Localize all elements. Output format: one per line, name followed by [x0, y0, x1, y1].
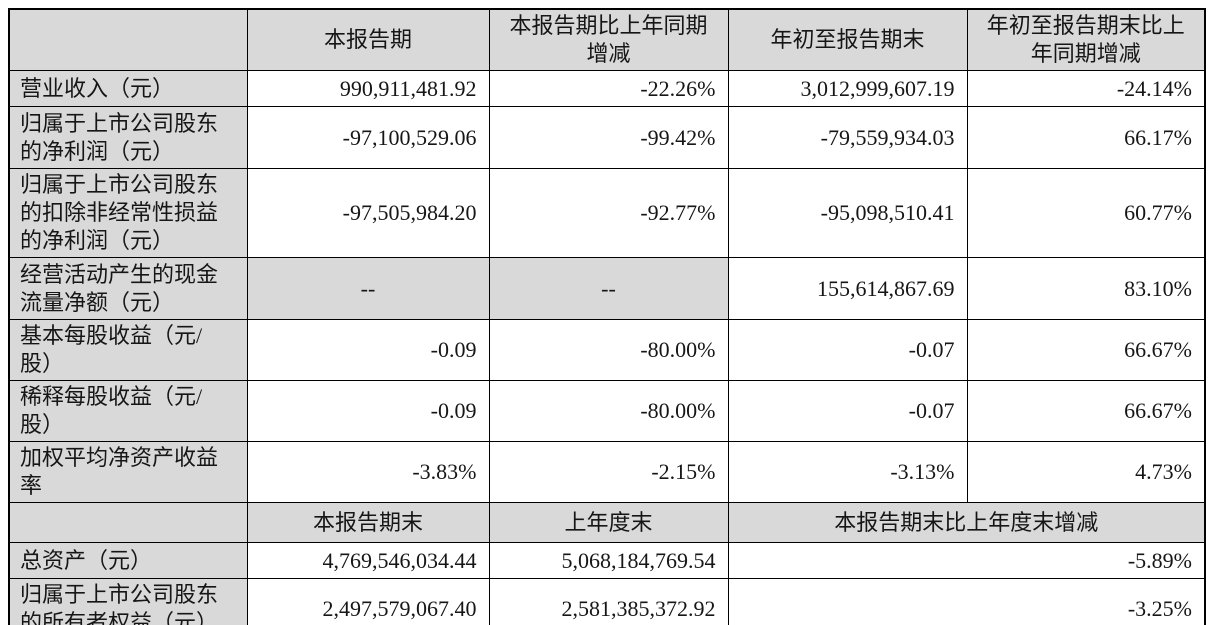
- value-cell: -95,098,510.41: [727, 168, 968, 258]
- value-cell: -3.13%: [727, 441, 968, 503]
- value-cell: -2.15%: [488, 441, 729, 503]
- value-cell: 990,911,481.92: [246, 70, 490, 107]
- value-cell: 3,012,999,607.19: [727, 70, 968, 107]
- row-label: 归属于上市公司股东的净利润（元）: [8, 106, 248, 169]
- header-current-period: 本报告期: [246, 8, 490, 71]
- table-row-total-assets: 总资产（元） 4,769,546,034.44 5,068,184,769.54…: [8, 542, 1206, 579]
- row-label: 营业收入（元）: [8, 70, 248, 107]
- value-cell: -97,505,984.20: [246, 168, 490, 258]
- value-cell: -0.09: [246, 380, 490, 442]
- value-cell: 83.10%: [966, 257, 1206, 320]
- value-cell: -3.83%: [246, 441, 490, 503]
- value-cell: 2,497,579,067.40: [246, 578, 490, 625]
- row-label: 总资产（元）: [8, 542, 248, 579]
- header-ytd-vs-prior-period: 年初至报告期末比上年同期增减: [966, 8, 1206, 71]
- table-row-basic-eps: 基本每股收益（元/股） -0.09 -80.00% -0.07 66.67%: [8, 319, 1206, 381]
- value-cell: -99.42%: [488, 106, 729, 169]
- value-cell: 5,068,184,769.54: [488, 542, 729, 579]
- value-cell: 2,581,385,372.92: [488, 578, 729, 625]
- table-row-weighted-avg-roe: 加权平均净资产收益率 -3.83% -2.15% -3.13% 4.73%: [8, 441, 1206, 503]
- value-cell: -24.14%: [966, 70, 1206, 107]
- value-cell: 155,614,867.69: [727, 257, 968, 320]
- header-current-vs-prior-period: 本报告期比上年同期增减: [488, 8, 729, 71]
- header-end-of-prior-year: 上年度末: [488, 502, 729, 543]
- value-cell-na: --: [488, 257, 729, 320]
- table-row-net-profit: 归属于上市公司股东的净利润（元） -97,100,529.06 -99.42% …: [8, 106, 1206, 169]
- corner-cell: [8, 8, 248, 71]
- value-cell: -5.89%: [727, 542, 1206, 579]
- header-end-of-period: 本报告期末: [246, 502, 490, 543]
- section1-header-row: 本报告期 本报告期比上年同期增减 年初至报告期末 年初至报告期末比上年同期增减: [8, 8, 1206, 71]
- value-cell: -0.07: [727, 380, 968, 442]
- value-cell: -79,559,934.03: [727, 106, 968, 169]
- row-label: 稀释每股收益（元/股）: [8, 380, 248, 442]
- value-cell: 66.67%: [966, 380, 1206, 442]
- value-cell: -0.09: [246, 319, 490, 381]
- header-period-end-vs-prior-year-end: 本报告期末比上年度末增减: [727, 502, 1206, 543]
- value-cell: -3.25%: [727, 578, 1206, 625]
- value-cell-na: --: [246, 257, 490, 320]
- value-cell: -22.26%: [488, 70, 729, 107]
- row-label: 加权平均净资产收益率: [8, 441, 248, 503]
- value-cell: -80.00%: [488, 380, 729, 442]
- table-row-net-profit-excl-nonrecurring: 归属于上市公司股东的扣除非经常性损益的净利润（元） -97,505,984.20…: [8, 168, 1206, 258]
- value-cell: -80.00%: [488, 319, 729, 381]
- value-cell: -0.07: [727, 319, 968, 381]
- value-cell: 4.73%: [966, 441, 1206, 503]
- table-row-diluted-eps: 稀释每股收益（元/股） -0.09 -80.00% -0.07 66.67%: [8, 380, 1206, 442]
- table-row-owners-equity: 归属于上市公司股东的所有者权益（元） 2,497,579,067.40 2,58…: [8, 578, 1206, 625]
- table-row-revenue: 营业收入（元） 990,911,481.92 -22.26% 3,012,999…: [8, 70, 1206, 107]
- header-year-to-date: 年初至报告期末: [727, 8, 968, 71]
- value-cell: 66.67%: [966, 319, 1206, 381]
- financial-summary-table: 本报告期 本报告期比上年同期增减 年初至报告期末 年初至报告期末比上年同期增减 …: [8, 8, 1206, 625]
- value-cell: -97,100,529.06: [246, 106, 490, 169]
- table-row-operating-cash-flow: 经营活动产生的现金流量净额（元） -- -- 155,614,867.69 83…: [8, 257, 1206, 320]
- value-cell: -92.77%: [488, 168, 729, 258]
- section2-header-row: 本报告期末 上年度末 本报告期末比上年度末增减: [8, 502, 1206, 543]
- row-label: 归属于上市公司股东的所有者权益（元）: [8, 578, 248, 625]
- value-cell: 66.17%: [966, 106, 1206, 169]
- value-cell: 60.77%: [966, 168, 1206, 258]
- row-label: 经营活动产生的现金流量净额（元）: [8, 257, 248, 320]
- corner-cell: [8, 502, 248, 543]
- value-cell: 4,769,546,034.44: [246, 542, 490, 579]
- row-label: 基本每股收益（元/股）: [8, 319, 248, 381]
- row-label: 归属于上市公司股东的扣除非经常性损益的净利润（元）: [8, 168, 248, 258]
